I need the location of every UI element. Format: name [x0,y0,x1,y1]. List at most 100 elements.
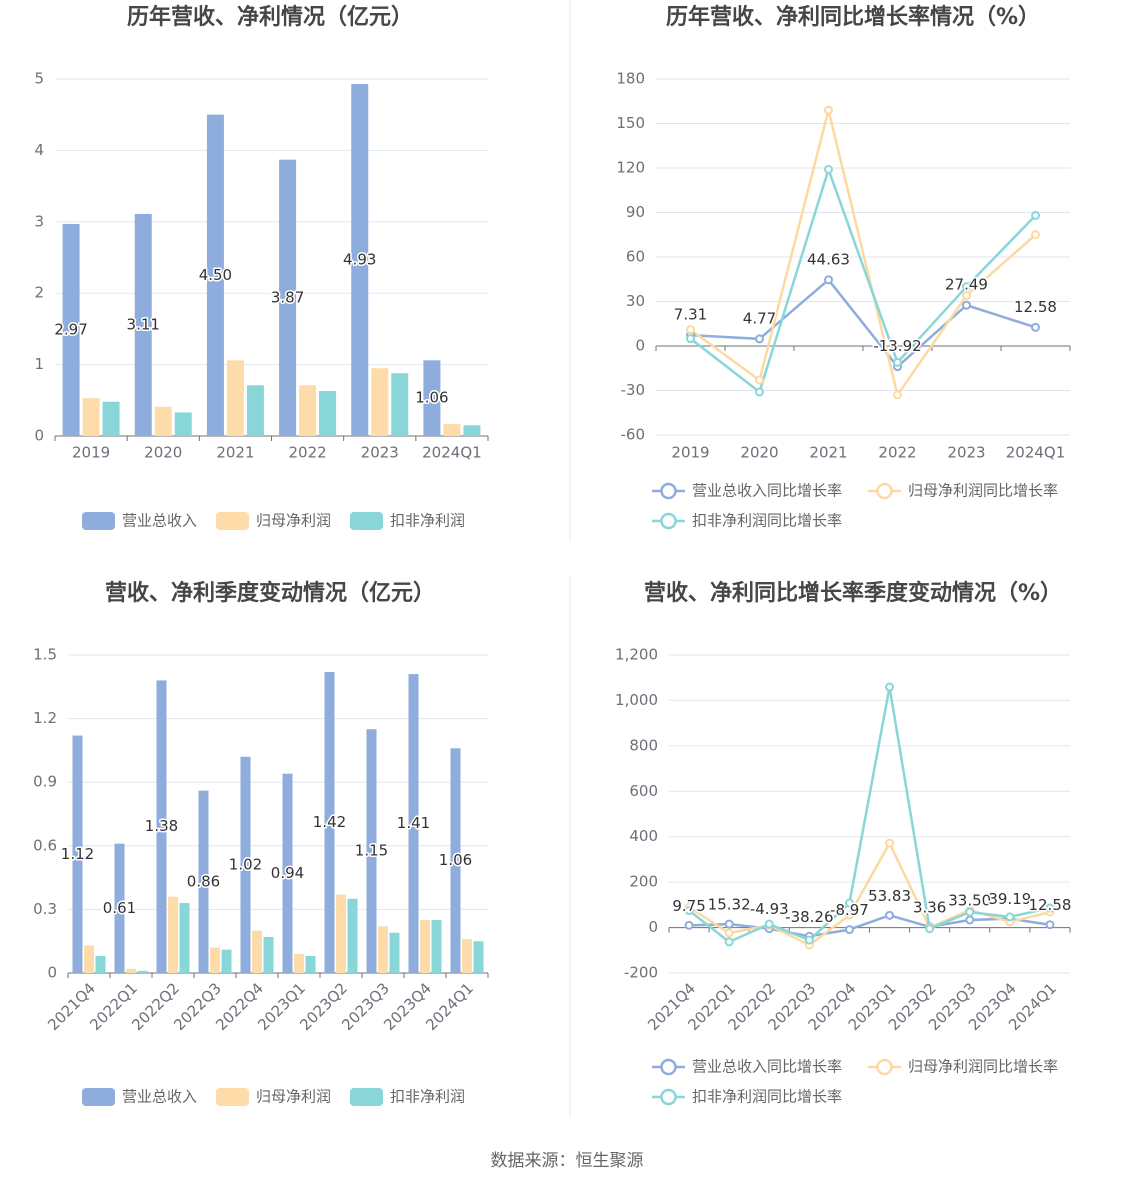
x-tick-label: 2022 [288,444,326,462]
legend-label: 营业总收入同比增长率 [692,1058,842,1076]
legend-label: 营业总收入 [122,512,197,530]
bar-deducted-net-profit [347,898,358,973]
legend-item-deducted-net-profit[interactable]: 扣非净利润 [350,512,465,531]
data-label: 0.86 [187,872,220,890]
y-axis: -60 -30 0 30 60 90 120 150 180 [616,70,1070,444]
y-tick-label: 0 [34,427,44,445]
point-revenue-growth [965,915,975,925]
point-revenue-growth [1045,920,1055,930]
legend-label: 归母净利润 [256,1088,331,1106]
y-tick-label: 60 [626,248,645,266]
bar-revenue [62,223,80,436]
chart-quarterly-revenue-profit: 营收、净利季度变动情况（亿元） 0 0.3 0.6 0.9 1.2 1.5 2021Q4202… [33,580,489,1107]
bar-parent-net-profit [226,360,244,436]
point-parent-net-profit-growth [824,105,833,115]
bar-deducted-net-profit [221,949,232,973]
bar-parent-net-profit [252,930,262,973]
y-tick-label: 1,200 [615,646,658,664]
bar-deducted-net-profit [137,970,148,973]
bar-revenue [240,756,251,973]
point-deducted-net-profit-growth [893,357,902,367]
bar-revenue [114,843,125,973]
line-deducted-net-profit-growth [688,685,1051,944]
point-deducted-net-profit-growth [965,907,975,917]
y-tick-label: 0.6 [33,836,57,854]
point-parent-net-profit-growth [1031,230,1040,240]
point-deducted-net-profit-growth [885,682,895,692]
bar-parent-net-profit [336,894,346,973]
y-tick-label: 1 [34,355,44,373]
chart-annual-growth-rate: 历年营收、净利同比增长率情况（%） -60 -30 0 30 60 90 120 150 180 2… [616,4,1071,530]
x-axis: 2021Q42022Q12022Q22022Q32022Q42023Q12023… [44,972,489,1034]
data-label: 1.06 [415,389,448,407]
data-label: 1.06 [439,851,472,869]
bar-parent-net-profit [299,385,317,436]
bar-deducted-net-profit [179,903,190,973]
legend-swatch [350,512,383,530]
legend-item-parent-net-profit-growth[interactable]: 归母净利润同比增长率 [868,1058,1058,1076]
point-deducted-net-profit-growth [764,919,774,929]
chart-title: 营收、净利季度变动情况（亿元） [105,580,435,606]
point-parent-net-profit-growth [844,910,854,920]
legend-item-parent-net-profit[interactable]: 归母净利润 [216,512,331,531]
legend-item-deducted-net-profit-growth[interactable]: 扣非净利润同比增长率 [652,512,842,530]
bar-deducted-net-profit [463,425,481,436]
legend-item-revenue[interactable]: 营业总收入 [82,1088,197,1107]
bar-revenue [324,671,335,973]
bar-deducted-net-profit [95,956,106,973]
chart-quarterly-growth-rate: 营收、净利同比增长率季度变动情况（%） -200 0 200 400 600 800 1,00… [615,580,1073,1106]
legend-label: 扣非净利润同比增长率 [692,1088,842,1106]
y-tick-label: 3 [34,212,44,230]
legend-swatch-marker [660,512,677,530]
legend-label: 归母净利润同比增长率 [908,1058,1058,1076]
y-axis: 0 1 2 3 4 5 [34,70,488,445]
bar-deducted-net-profit [174,412,192,436]
point-deducted-net-profit-growth [824,164,833,174]
legend-swatch-marker [660,482,677,500]
data-label: -4.93 [750,900,789,918]
legend-label: 归母净利润同比增长率 [908,482,1058,500]
legend-item-parent-net-profit-growth[interactable]: 归母净利润同比增长率 [868,482,1058,500]
data-label: 53.83 [868,887,911,905]
legend-label: 营业总收入同比增长率 [692,482,842,500]
bar-revenue [206,114,224,436]
y-tick-label: -200 [624,964,658,982]
x-axis: 2021Q42022Q12022Q22022Q32022Q42023Q12023… [644,927,1071,1034]
x-axis: 2019 2020 2021 2022 2023 2024Q1 [54,435,489,462]
data-label: 1.38 [145,817,178,835]
bar-revenue [282,773,293,973]
legend-item-deducted-net-profit[interactable]: 扣非净利润 [350,1088,465,1107]
legend-item-revenue-growth[interactable]: 营业总收入同比增长率 [652,482,842,500]
data-label: -13.92 [873,337,921,355]
line-parent-net-profit-growth [689,108,1037,397]
x-tick-label: 2021 [216,444,254,462]
legend-swatch [82,512,115,530]
data-label: 7.31 [674,306,707,324]
legend-item-deducted-net-profit-growth[interactable]: 扣非净利润同比增长率 [652,1088,842,1106]
legend-item-revenue[interactable]: 营业总收入 [82,512,197,531]
legend-item-revenue-growth[interactable]: 营业总收入同比增长率 [652,1058,842,1076]
point-parent-net-profit-growth [755,375,764,385]
bar-deducted-net-profit [391,373,409,436]
y-tick-label: 90 [626,203,645,221]
point-revenue-growth [724,919,734,929]
data-label: 4.93 [343,250,376,268]
y-tick-label: 200 [629,873,658,891]
data-label: 1.12 [61,845,94,863]
data-label: 2.97 [54,320,87,338]
y-tick-label: 5 [34,70,44,88]
chart-title: 历年营收、净利同比增长率情况（%） [666,4,1040,30]
data-label: 1.42 [313,813,346,831]
legend-item-parent-net-profit[interactable]: 归母净利润 [216,1088,331,1107]
y-tick-label: -30 [621,381,646,399]
legend-swatch-marker [660,1088,677,1106]
point-parent-net-profit-growth [893,390,902,400]
point-deducted-net-profit-growth [962,282,971,292]
legend-label: 扣非净利润同比增长率 [692,512,842,530]
y-tick-label: 180 [616,70,645,88]
bar-parent-net-profit [462,939,472,973]
y-tick-label: 1.5 [33,646,57,664]
